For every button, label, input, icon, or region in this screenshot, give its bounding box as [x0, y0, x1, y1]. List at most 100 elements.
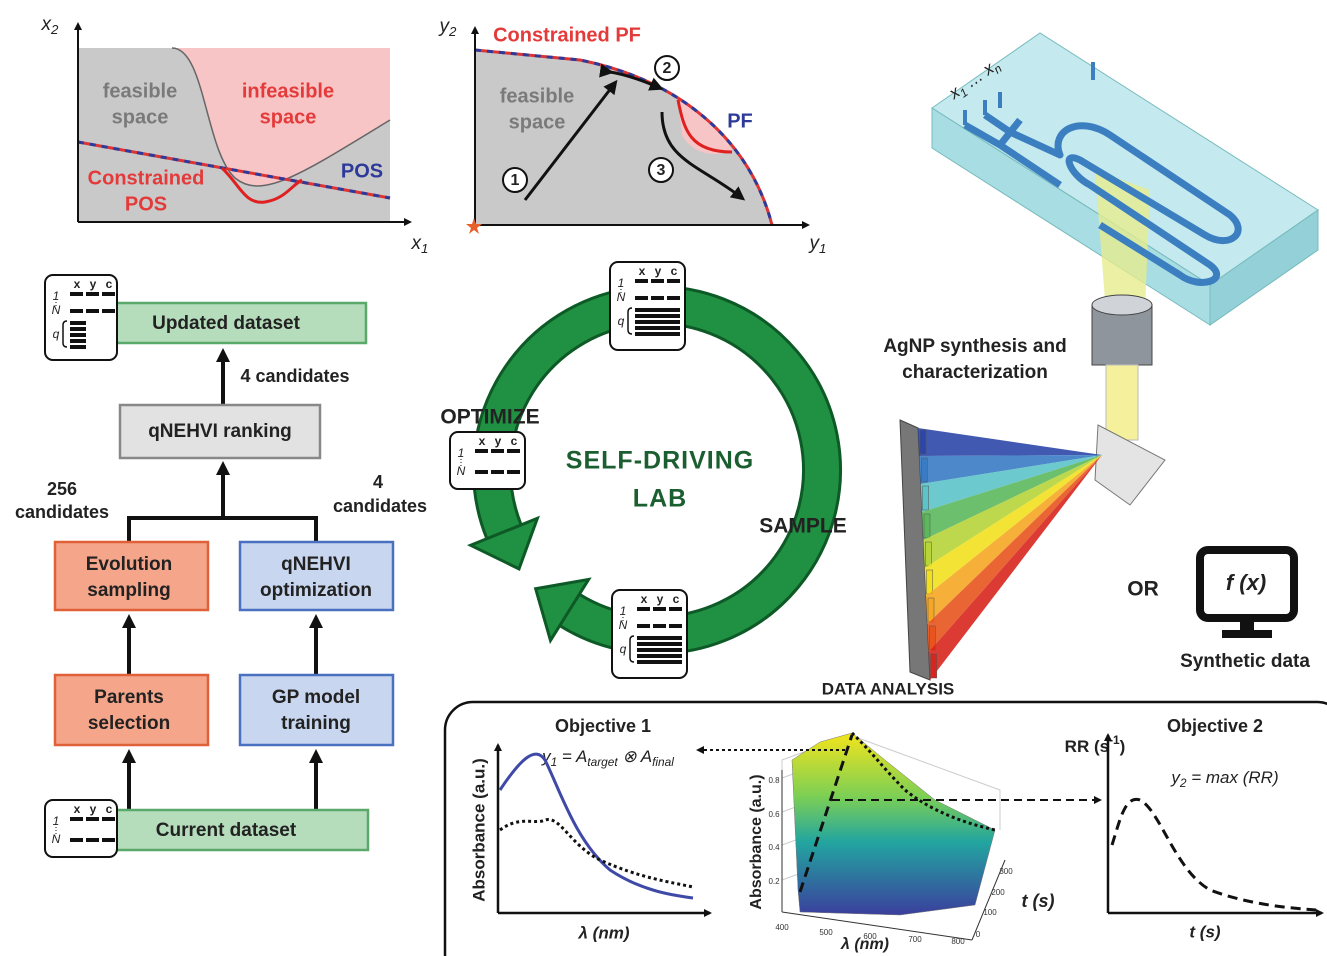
- table-bar: [70, 327, 86, 331]
- x-tick-label: 500: [819, 928, 833, 937]
- table-bar: [653, 624, 666, 628]
- label: infeasible: [242, 80, 334, 102]
- cycle-label: SAMPLE: [759, 515, 847, 538]
- label: POS: [341, 160, 383, 182]
- table-bar: [669, 624, 682, 628]
- table-bar: [70, 292, 83, 296]
- axis-label: t (s): [1189, 922, 1221, 941]
- supscript: -1: [1109, 733, 1120, 747]
- table-bar: [70, 838, 83, 842]
- table-bar: [637, 660, 682, 664]
- table-bar: [475, 449, 488, 453]
- table-bar: [475, 470, 488, 474]
- box-label: sampling: [87, 580, 170, 601]
- box-label: optimization: [260, 580, 372, 601]
- label: feasible: [500, 85, 574, 107]
- table-bar: [635, 332, 680, 336]
- table-bar: [70, 309, 83, 313]
- edge-label: 4: [373, 472, 383, 492]
- column-label: y: [90, 802, 97, 816]
- text-part: RR (s: [1065, 737, 1109, 756]
- label: Constrained PF: [493, 24, 641, 46]
- axis-label: y1: [808, 233, 827, 256]
- panel-title: DATA ANALYSIS: [822, 679, 955, 698]
- table-bar: [507, 470, 520, 474]
- column-label: x: [641, 592, 648, 606]
- table-bar: [70, 817, 83, 821]
- x-tick-label: 400: [775, 923, 789, 932]
- axis-label: t (s): [1022, 891, 1055, 911]
- axis-label: λ (nm): [840, 936, 889, 953]
- axis-label: λ (nm): [578, 923, 630, 942]
- table-bar: [637, 642, 682, 646]
- row-label: q: [618, 314, 625, 328]
- detector-cell: [923, 486, 929, 510]
- objective-title: Objective 1: [555, 716, 651, 736]
- or-label: OR: [1127, 578, 1159, 601]
- table-bar: [637, 636, 682, 640]
- lens-top: [1092, 295, 1152, 315]
- table-bar: [86, 292, 99, 296]
- label: space: [112, 106, 169, 128]
- subscript: 1: [421, 241, 428, 256]
- objective-title: Objective 2: [1167, 716, 1263, 736]
- table-bar: [70, 339, 86, 343]
- edge-label: 256: [47, 479, 77, 499]
- caption: characterization: [902, 362, 1048, 383]
- table-bar: [635, 296, 648, 300]
- text-part: =: [557, 747, 576, 766]
- box-label: GP model: [272, 687, 360, 708]
- table-bar: [637, 648, 682, 652]
- table-bar: [667, 279, 680, 283]
- table-bar: [86, 838, 99, 842]
- label: space: [260, 106, 317, 128]
- z-tick-label: 0.6: [768, 810, 780, 819]
- label: feasible: [103, 80, 177, 102]
- t-tick-label: 300: [999, 867, 1013, 876]
- table-bar: [651, 279, 664, 283]
- target-spectrum: [500, 754, 693, 898]
- table-bar: [635, 314, 680, 318]
- table-bar: [669, 607, 682, 611]
- column-label: x: [74, 802, 81, 816]
- box-label: Parents: [94, 687, 164, 708]
- t-tick-label: 0: [976, 930, 981, 939]
- table-bar: [102, 838, 115, 842]
- t-tick-label: 100: [983, 908, 997, 917]
- table-bar: [651, 296, 664, 300]
- subscript: 1: [819, 241, 826, 256]
- step-label: 1: [511, 172, 520, 189]
- x-tick-label: 800: [951, 937, 965, 946]
- table-bar: [507, 449, 520, 453]
- axis-label: x2: [41, 14, 60, 37]
- row-label: q: [53, 327, 60, 341]
- table-bar: [635, 320, 680, 324]
- box-label: qNEHVI: [281, 554, 351, 575]
- text-part: A: [575, 747, 587, 766]
- formula: y1 = Atarget ⊗ Afinal: [541, 747, 674, 769]
- column-label: c: [106, 277, 113, 291]
- table-bar: [102, 309, 115, 313]
- table-bar: [637, 654, 682, 658]
- spectrum-band: [918, 428, 1102, 456]
- column-label: x: [74, 277, 81, 291]
- spectrum-fan: [918, 428, 1102, 680]
- column-label: y: [657, 592, 664, 606]
- table-bar: [86, 817, 99, 821]
- axis-label: Absorbance (a.u.): [469, 758, 488, 902]
- column-label: c: [671, 264, 678, 278]
- detector-cell: [921, 458, 927, 482]
- table-bar: [70, 345, 86, 349]
- caption: AgNP synthesis and: [883, 336, 1066, 357]
- box-label: qNEHVI ranking: [148, 421, 292, 442]
- box-label: training: [281, 713, 351, 734]
- table-bar: [635, 326, 680, 330]
- formula: y2 = max (RR): [1170, 768, 1278, 790]
- column-label: x: [479, 434, 486, 448]
- detector-cell: [928, 598, 934, 622]
- column-label: c: [511, 434, 518, 448]
- label: Constrained: [88, 167, 205, 189]
- label: space: [509, 111, 566, 133]
- cycle-label: OPTIMIZE: [440, 406, 539, 429]
- z-tick-label: 0.2: [768, 877, 780, 886]
